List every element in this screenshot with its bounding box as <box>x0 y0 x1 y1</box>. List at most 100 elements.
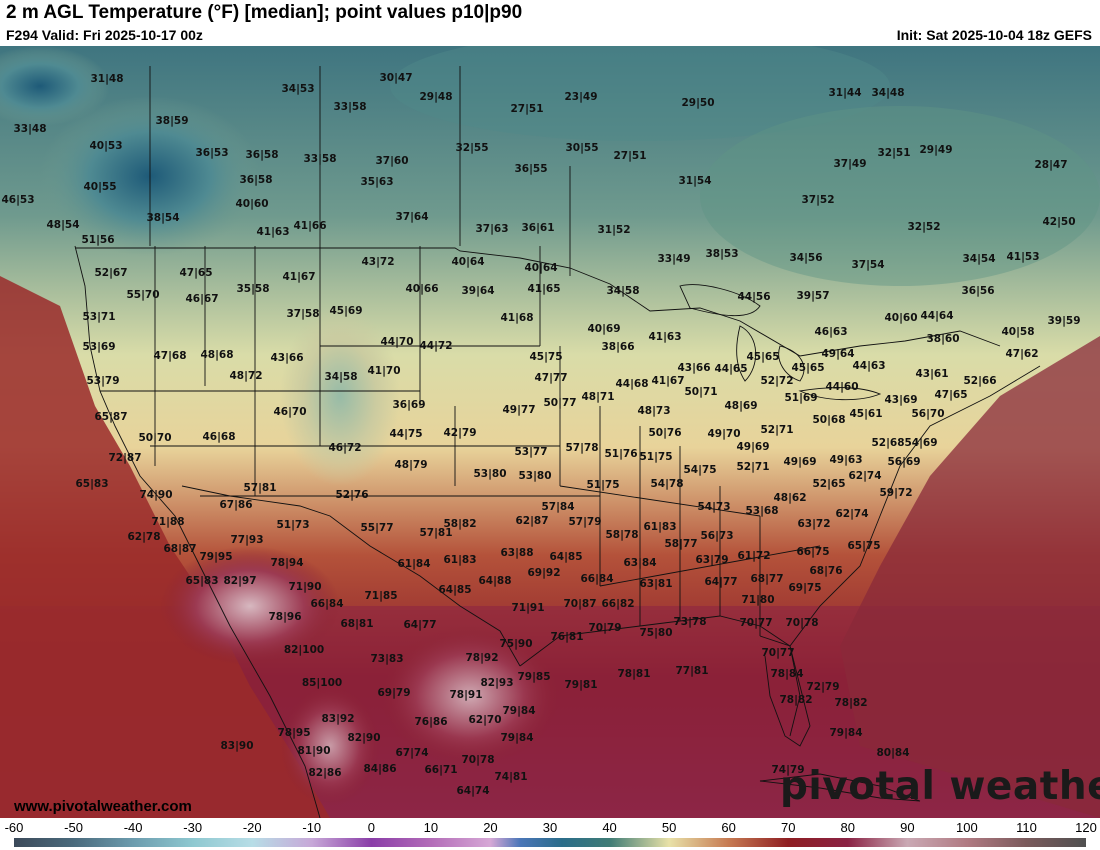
point-value-label: 72|79 <box>806 681 839 693</box>
us-canada-border <box>75 247 1001 357</box>
point-value-label: 56|73 <box>700 530 733 542</box>
point-value-label: 43|66 <box>270 352 303 364</box>
colorbar-tick-label: 0 <box>367 820 375 835</box>
point-value-label: 52|66 <box>963 375 996 387</box>
colorbar-tick-label: -60 <box>4 820 24 835</box>
colorbar-tick-label: 90 <box>900 820 915 835</box>
point-value-label: 47|65 <box>934 389 967 401</box>
valid-time: F294 Valid: Fri 2025-10-17 00z <box>6 27 203 43</box>
point-value-label: 78|95 <box>277 727 310 739</box>
point-value-label: 44|65 <box>714 363 747 375</box>
point-value-label: 51|76 <box>604 448 637 460</box>
colorbar-tick-label: 10 <box>423 820 439 835</box>
point-value-label: 38|59 <box>155 115 188 127</box>
point-value-label: 52|65 <box>812 478 845 490</box>
colorbar-tick-label: -20 <box>242 820 262 835</box>
point-value-label: 55|77 <box>360 522 393 534</box>
point-value-label: 40|64 <box>451 256 484 268</box>
point-value-label: 67|86 <box>219 499 252 511</box>
point-value-label: 54|73 <box>697 501 730 513</box>
colorbar-tick-label: 50 <box>661 820 677 835</box>
point-value-label: 38|53 <box>705 248 738 260</box>
map-title: 2 m AGL Temperature (°F) [median]; point… <box>6 2 523 23</box>
point-value-label: 49|77 <box>502 404 535 416</box>
point-value-label: 31|44 <box>828 87 861 99</box>
atlantic-ocean <box>840 336 1100 818</box>
point-value-label: 53|77 <box>514 446 547 458</box>
point-value-label: 31|48 <box>90 73 123 85</box>
point-value-label: 62|74 <box>835 508 868 520</box>
point-value-label: 49|64 <box>821 348 854 360</box>
point-value-label: 40|69 <box>587 323 620 335</box>
point-value-label: 48|73 <box>637 405 670 417</box>
great-lakes <box>679 284 882 401</box>
point-value-label: 41|63 <box>648 331 681 343</box>
point-value-label: 79|84 <box>502 705 535 717</box>
point-value-label: 66|84 <box>310 598 343 610</box>
point-value-label: 38|60 <box>926 333 959 345</box>
point-value-label: 46|68 <box>202 431 235 443</box>
cool-area-rockies <box>280 306 400 486</box>
point-value-label: 37|60 <box>375 155 408 167</box>
point-value-label: 63|88 <box>500 547 533 559</box>
point-value-label: 41|70 <box>367 365 400 377</box>
point-value-label: 70|87 <box>563 598 596 610</box>
point-value-label: 51|75 <box>586 479 619 491</box>
point-value-label: 53|79 <box>86 375 119 387</box>
point-value-label: 37|63 <box>475 223 508 235</box>
point-value-label: 40|58 <box>1001 326 1034 338</box>
point-value-label: 83|92 <box>321 713 354 725</box>
point-value-label: 45|69 <box>329 305 362 317</box>
point-value-label: 34|54 <box>962 253 995 265</box>
point-value-label: 40|66 <box>405 283 438 295</box>
point-value-label: 41|53 <box>1006 251 1039 263</box>
point-value-label: 53|68 <box>745 505 778 517</box>
point-value-label: 48|71 <box>581 391 614 403</box>
point-value-label: 78|91 <box>449 689 482 701</box>
west-coast <box>74 245 321 818</box>
us-mexico-border <box>181 485 521 667</box>
point-value-label: 49|69 <box>736 441 769 453</box>
weather-map[interactable]: 31|48 34|53 30|47 29|48 27|51 23|49 29|50 31|44… <box>0 46 1100 818</box>
point-value-label: 63|72 <box>797 518 830 530</box>
point-value-label: 66|75 <box>796 546 829 558</box>
colorbar-tick-label: 120 <box>1075 820 1097 835</box>
point-value-label: 43|61 <box>915 368 948 380</box>
point-value-label: 34|56 <box>789 252 822 264</box>
point-value-label: 59|72 <box>879 487 912 499</box>
point-value-label: 33|58 <box>303 153 336 165</box>
point-value-label: 45|65 <box>791 362 824 374</box>
point-value-label: 33|58 <box>333 101 366 113</box>
point-value-label: 39|59 <box>1047 315 1080 327</box>
point-value-label: 36|55 <box>514 163 547 175</box>
point-value-label: 49|69 <box>783 456 816 468</box>
point-value-label: 42|50 <box>1042 216 1075 228</box>
colorbar-tick-label: -40 <box>123 820 143 835</box>
point-value-label: 64|88 <box>478 575 511 587</box>
colorbar-tick-label: 40 <box>602 820 617 835</box>
point-value-label: 65|87 <box>94 411 127 423</box>
point-value-label: 49|70 <box>707 428 740 440</box>
point-value-label: 63|79 <box>695 554 728 566</box>
colorbar-tick-label: 20 <box>483 820 498 835</box>
point-value-label: 38|66 <box>601 341 634 353</box>
website-url[interactable]: www.pivotalweather.com <box>14 798 192 815</box>
point-value-label: 44|72 <box>419 340 452 352</box>
point-value-label: 73|83 <box>370 653 403 665</box>
colorbar-tick-label: 70 <box>780 820 796 835</box>
colorbar-tick-label: -30 <box>183 820 203 835</box>
point-value-label: 36|58 <box>245 149 278 161</box>
point-value-label: 44|70 <box>380 336 413 348</box>
point-value-label: 44|64 <box>920 310 953 322</box>
gulf-coast <box>519 615 801 737</box>
point-value-label: 51|56 <box>81 234 114 246</box>
point-value-label: 71|80 <box>741 594 774 606</box>
point-value-label: 82|97 <box>223 575 256 587</box>
point-value-label: 69|92 <box>527 567 560 579</box>
point-value-label: 54|75 <box>683 464 716 476</box>
point-value-label: 36|56 <box>961 285 994 297</box>
point-value-label: 58|78 <box>605 529 638 541</box>
point-value-label: 36|61 <box>521 222 554 234</box>
colorbar-tick-label: 30 <box>542 820 558 835</box>
point-value-label: 78|96 <box>268 611 301 623</box>
